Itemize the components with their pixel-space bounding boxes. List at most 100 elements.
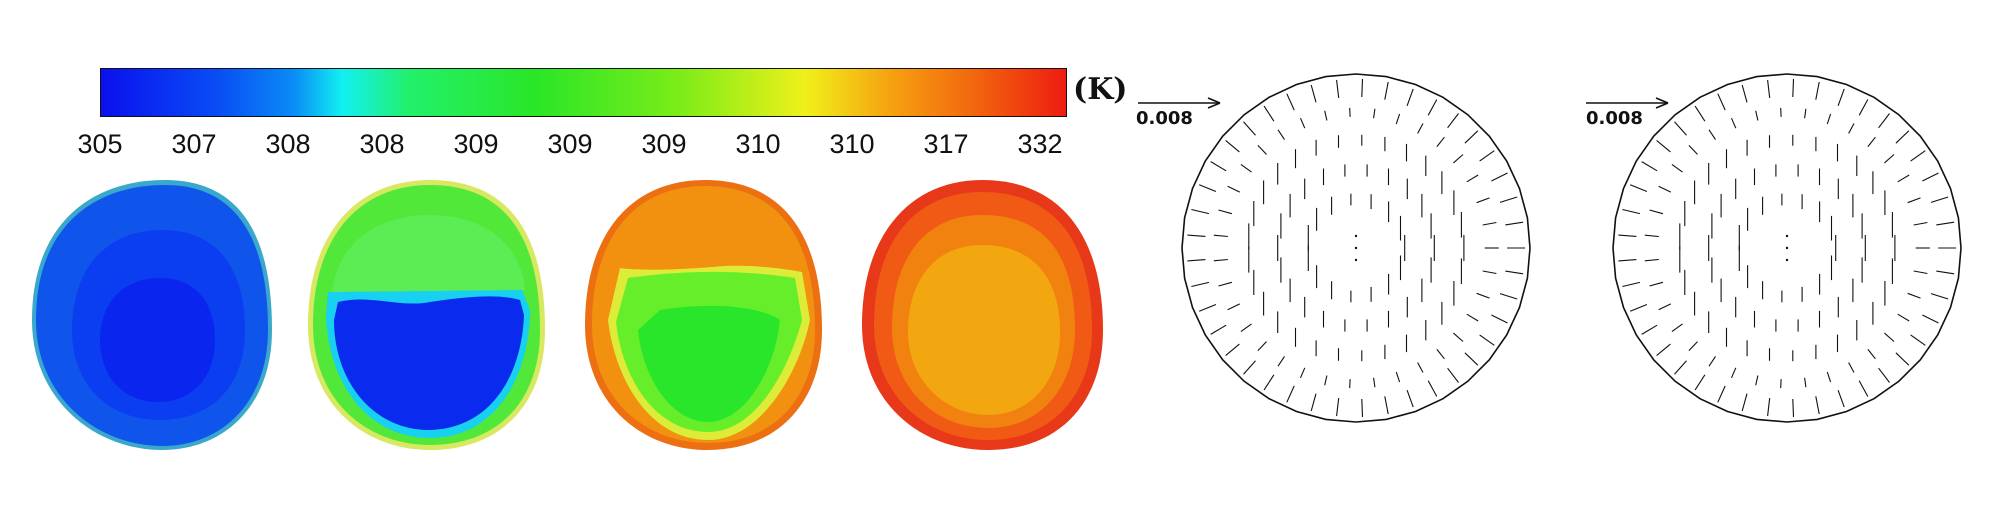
velocity-vector xyxy=(1659,304,1671,310)
temperature-contour-4 xyxy=(862,180,1103,450)
velocity-vector xyxy=(1407,390,1413,407)
velocity-vector xyxy=(1337,398,1339,416)
velocity-vector-dot xyxy=(1786,259,1788,261)
velocity-vector xyxy=(1287,94,1294,110)
velocity-vector xyxy=(1448,368,1459,382)
velocity-vector-dot xyxy=(1786,235,1788,237)
velocity-vector-dot xyxy=(1355,247,1357,249)
velocity-vector xyxy=(1337,80,1339,98)
velocity-vector xyxy=(1908,198,1921,203)
velocity-vector xyxy=(1908,293,1921,298)
velocity-vector xyxy=(1936,271,1954,274)
velocity-vector xyxy=(1428,100,1437,116)
velocity-vector xyxy=(1756,111,1758,121)
velocity-vector xyxy=(1483,223,1497,226)
velocity-vector xyxy=(1437,349,1445,358)
velocity-vector xyxy=(1374,109,1375,118)
velocity-vector xyxy=(1859,100,1868,116)
velocity-vector xyxy=(1630,185,1647,192)
velocity-vector-plot-1: 0.008 xyxy=(1120,0,1560,500)
velocity-vector xyxy=(1211,162,1226,171)
velocity-vector xyxy=(1657,344,1671,356)
velocity-vector xyxy=(1437,137,1445,146)
velocity-vector xyxy=(1325,111,1327,121)
velocity-vector xyxy=(1301,368,1305,378)
velocity-vector xyxy=(1287,386,1294,402)
velocity-vector xyxy=(1884,333,1894,341)
velocity-vector xyxy=(1718,94,1725,110)
velocity-vector xyxy=(1226,344,1240,356)
velocity-vector xyxy=(1884,155,1894,163)
velocity-vector xyxy=(1718,386,1725,402)
velocity-vector xyxy=(1816,82,1819,100)
velocity-vector xyxy=(1385,82,1388,100)
velocity-vector-dot xyxy=(1786,247,1788,249)
velocity-vector xyxy=(1838,89,1844,106)
velocity-vector xyxy=(1827,372,1830,382)
velocity-vector xyxy=(1896,131,1909,143)
velocity-vector xyxy=(1214,235,1228,236)
velocity-vector xyxy=(1483,271,1497,274)
velocity-vector xyxy=(1768,80,1770,98)
velocity-vector xyxy=(1226,140,1240,152)
velocity-vector xyxy=(1732,368,1736,378)
velocity-vector xyxy=(1914,271,1928,274)
velocity-vector xyxy=(1657,140,1671,152)
velocity-vector xyxy=(1228,304,1240,310)
velocity-vector xyxy=(1407,89,1413,106)
velocity-vector xyxy=(1659,186,1671,192)
velocity-vector-plot-2: 0.008 xyxy=(1572,0,2000,500)
velocity-vector xyxy=(1868,349,1876,358)
velocity-vector xyxy=(1199,185,1216,192)
velocity-vector xyxy=(1244,122,1256,135)
velocity-vector xyxy=(1241,324,1252,332)
velocity-vector xyxy=(1465,353,1478,365)
velocity-vector-dot xyxy=(1355,259,1357,261)
velocity-vector xyxy=(1768,398,1770,416)
velocity-vector xyxy=(1187,260,1205,261)
velocity-vector xyxy=(1477,198,1490,203)
velocity-vector xyxy=(1480,151,1495,161)
velocity-vector xyxy=(1805,109,1806,118)
velocity-vector xyxy=(1672,324,1683,332)
velocity-vector xyxy=(1630,305,1647,312)
velocity-vector xyxy=(1385,396,1388,414)
velocity-vector xyxy=(1838,390,1844,407)
velocity-vector xyxy=(1491,173,1507,181)
velocity-vector xyxy=(1931,197,1948,202)
velocity-vector xyxy=(1922,173,1938,181)
velocity-vector xyxy=(1453,333,1463,341)
velocity-vector xyxy=(1642,162,1657,171)
velocity-vector xyxy=(1500,197,1517,202)
temperature-contour-2 xyxy=(308,180,545,450)
velocity-vector xyxy=(1816,396,1819,414)
velocity-vector xyxy=(1868,137,1876,146)
velocity-vector xyxy=(1244,361,1256,374)
velocity-vector xyxy=(1480,335,1495,345)
velocity-vector xyxy=(1362,399,1363,417)
velocity-vector xyxy=(1500,294,1517,299)
velocity-vector xyxy=(1418,363,1423,373)
velocity-vector xyxy=(1467,175,1478,182)
velocity-vector xyxy=(1805,378,1806,387)
velocity-vector xyxy=(1477,293,1490,298)
velocity-vector xyxy=(1709,356,1716,366)
velocity-vector xyxy=(1793,399,1794,417)
velocity-vector xyxy=(1264,106,1274,121)
velocity-vector xyxy=(1258,145,1267,154)
velocity-vector xyxy=(1467,314,1478,321)
velocity-vector xyxy=(1675,122,1687,135)
velocity-vector xyxy=(1622,282,1640,286)
velocity-vector xyxy=(1191,282,1209,286)
velocity-vector xyxy=(1898,314,1909,321)
velocity-vector xyxy=(1879,368,1890,382)
velocity-vector xyxy=(1675,361,1687,374)
velocity-vector xyxy=(1505,222,1523,225)
velocity-vector xyxy=(1228,186,1240,192)
velocity-vector xyxy=(1732,118,1736,128)
velocity-vector xyxy=(1914,223,1928,226)
velocity-vector xyxy=(1618,235,1636,236)
velocity-vector xyxy=(1650,282,1663,286)
velocity-vector xyxy=(1756,376,1758,386)
